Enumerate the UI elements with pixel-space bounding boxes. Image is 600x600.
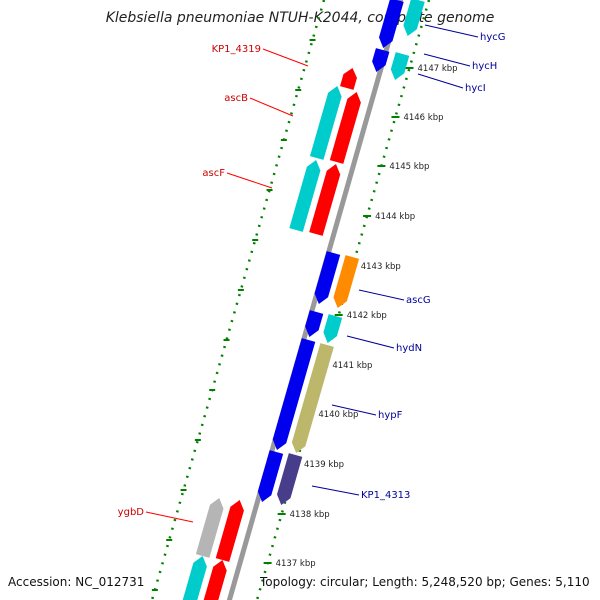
ruler-label: 4141 kbp <box>332 361 372 371</box>
reverse-gene-label[interactable]: hycG <box>480 32 506 43</box>
reverse-label-leader <box>346 335 395 349</box>
ruler-label: 4138 kbp <box>290 510 330 520</box>
ruler-label: 4144 kbp <box>375 212 415 222</box>
reverse-gene-label[interactable]: hypF <box>378 410 403 421</box>
forward-label-leader <box>145 511 194 523</box>
gene-hypf-blue-arrow[interactable] <box>270 338 316 452</box>
forward-gene-label[interactable]: ygbD <box>118 507 145 518</box>
gene-ascf-cyan-bar[interactable] <box>289 158 323 232</box>
reverse-gene-label[interactable]: KP1_4313 <box>361 490 410 501</box>
reverse-gene-label[interactable]: hycH <box>472 61 497 72</box>
reverse-gene-label[interactable]: hycI <box>465 83 486 94</box>
forward-gene-label[interactable]: ascB <box>224 93 248 104</box>
gene-ascb-red-arrow[interactable] <box>329 90 364 164</box>
ruler-label: 4139 kbp <box>304 460 344 470</box>
genome-backbone <box>226 0 404 600</box>
gene-kp1-4319-arrow[interactable] <box>340 66 359 90</box>
gene-hyci-cyan-bar[interactable] <box>388 52 410 82</box>
reverse-label-leader <box>311 485 360 496</box>
gene-ascg-orange-bar[interactable] <box>331 255 360 310</box>
ruler-label: 4142 kbp <box>347 311 387 321</box>
gene-hydn-blue-arrow[interactable] <box>303 310 324 339</box>
ruler-label: 4146 kbp <box>403 113 443 123</box>
reverse-gene-label[interactable]: hydN <box>396 343 422 354</box>
gene-kp1-4313-slate-bar[interactable] <box>275 453 303 507</box>
gene-ascg-blue-arrow[interactable] <box>312 251 341 306</box>
ruler-label: 4147 kbp <box>418 64 458 74</box>
gene-ascb-cyan-bar[interactable] <box>309 84 344 160</box>
forward-label-leader <box>226 172 273 189</box>
gene-hyci-blue-arrow[interactable] <box>370 48 390 74</box>
reverse-label-leader <box>424 24 479 38</box>
reverse-label-leader <box>331 404 377 416</box>
gene-kp1-4313-blue-arrow[interactable] <box>255 450 284 504</box>
reverse-label-leader <box>358 289 405 301</box>
reverse-label-leader <box>417 73 464 89</box>
gene-bottom-red-arrow[interactable] <box>202 558 229 600</box>
gene-hycg-blue-arrow[interactable] <box>377 0 404 50</box>
accession-text: Accession: NC_012731 <box>8 575 145 589</box>
forward-gene-label[interactable]: KP1_4319 <box>212 44 261 55</box>
ruler-label: 4143 kbp <box>361 262 401 272</box>
gene-hycg-cyan-bar[interactable] <box>401 0 425 38</box>
reverse-gene-label[interactable]: ascG <box>406 295 431 306</box>
reverse-label-leader <box>423 53 471 67</box>
forward-label-leader <box>262 48 309 67</box>
topology-text: Topology: circular; Length: 5,248,520 bp… <box>260 575 590 589</box>
gene-ascf-red-arrow[interactable] <box>309 162 343 236</box>
gene-ygbd-red-arrow[interactable] <box>215 498 247 562</box>
gene-hydn-cyan-bar[interactable] <box>321 314 343 345</box>
ruler-label: 4145 kbp <box>389 162 429 172</box>
gene-ygbd-gray-bar[interactable] <box>195 496 226 558</box>
gene-hypf-khaki-bar[interactable] <box>289 343 334 455</box>
gene-bottom-cyan-bar[interactable] <box>181 554 210 600</box>
forward-label-leader <box>249 97 294 117</box>
forward-gene-label[interactable]: ascF <box>202 168 225 179</box>
ruler-label: 4137 kbp <box>276 559 316 569</box>
ruler-label: 4140 kbp <box>318 410 358 420</box>
